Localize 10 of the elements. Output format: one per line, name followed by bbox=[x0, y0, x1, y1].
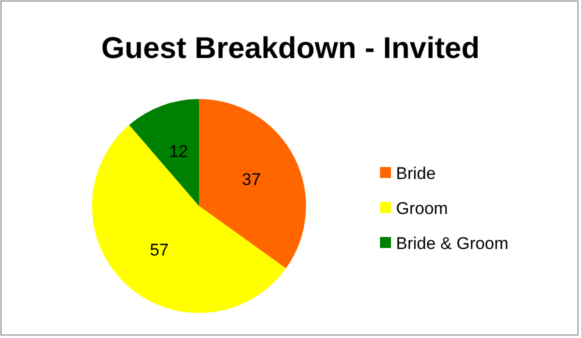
legend-label: Bride bbox=[396, 164, 436, 183]
pie-slice bbox=[199, 99, 306, 268]
chart-title: Guest Breakdown - Invited bbox=[101, 32, 480, 65]
data-label: 12 bbox=[169, 142, 188, 161]
pie-slice bbox=[92, 124, 286, 313]
data-label: 57 bbox=[150, 240, 169, 260]
legend-label: Groom bbox=[396, 198, 448, 218]
pie-slice bbox=[129, 99, 199, 206]
legend-label: Bride & Groom bbox=[396, 234, 508, 253]
data-label: 37 bbox=[242, 170, 261, 190]
